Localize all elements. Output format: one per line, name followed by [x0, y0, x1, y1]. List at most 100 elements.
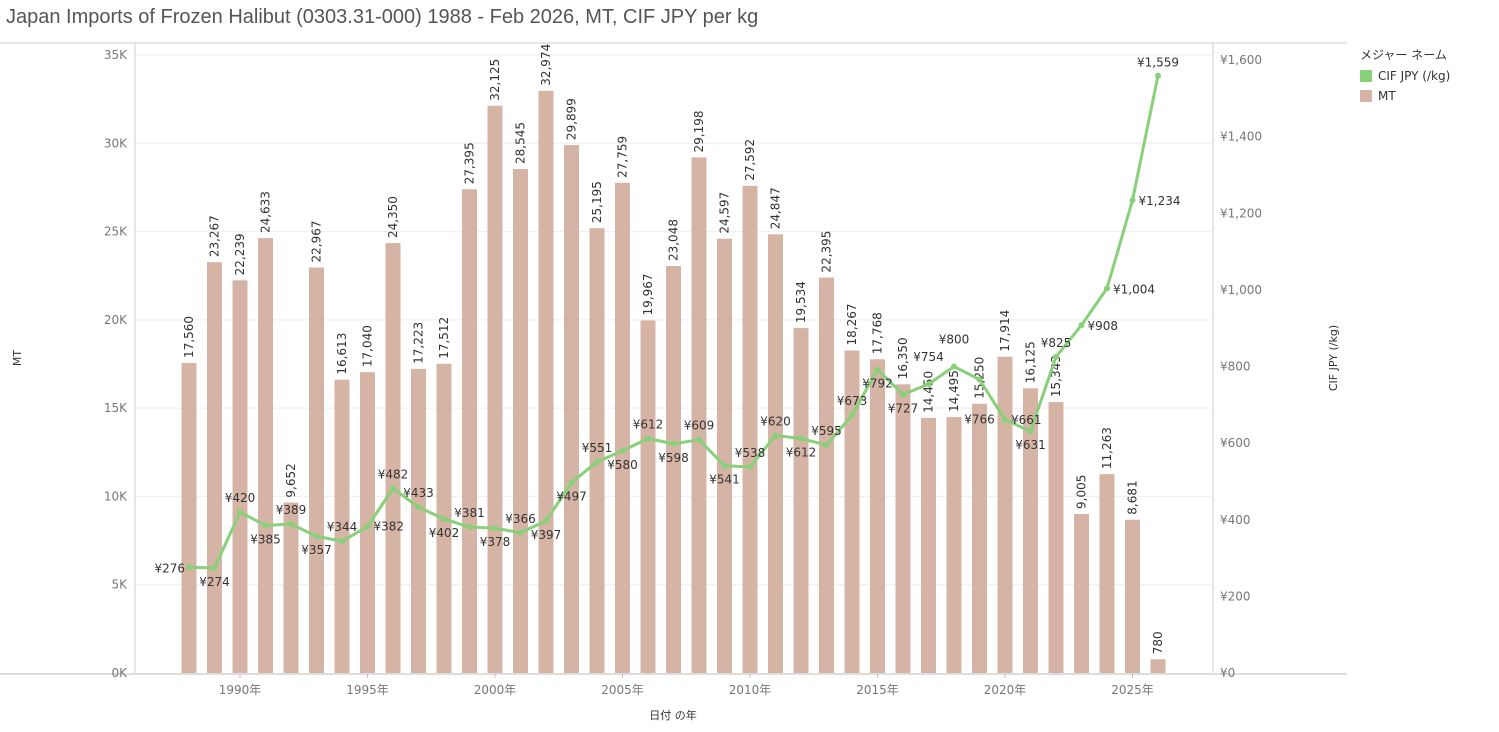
y2-tick-label: ¥800 — [1220, 360, 1251, 374]
line-value-label: ¥661 — [1011, 413, 1042, 427]
line-value-label: ¥609 — [684, 419, 715, 433]
bar-value-label: 27,759 — [616, 136, 630, 178]
line-point — [1155, 72, 1161, 79]
line-point — [339, 538, 345, 545]
line-value-label: ¥825 — [1041, 336, 1072, 350]
y2-tick-label: ¥1,000 — [1220, 283, 1262, 297]
x-tick-label: 1995年 — [346, 683, 389, 697]
line-point — [900, 391, 906, 398]
bar-value-label: 27,592 — [743, 139, 757, 181]
x-axis-title: 日付 の年 — [649, 708, 697, 722]
line-value-label: ¥382 — [374, 520, 405, 534]
line-point — [211, 565, 218, 572]
line-value-label: ¥366 — [505, 512, 536, 526]
line-point — [390, 485, 396, 492]
bar-value-label: 16,350 — [896, 337, 910, 379]
bar — [181, 362, 197, 673]
bar-value-label: 17,512 — [437, 317, 451, 359]
line-point — [645, 435, 651, 442]
line-point — [237, 509, 243, 516]
line-value-label: ¥420 — [225, 491, 256, 505]
bar-value-label: 24,847 — [769, 187, 783, 229]
bar — [1125, 519, 1140, 673]
line-value-label: ¥344 — [327, 520, 358, 534]
line-value-label: ¥727 — [888, 401, 919, 415]
line-point — [492, 525, 498, 532]
line-value-label: ¥276 — [154, 561, 185, 575]
bar-value-label: 22,239 — [233, 233, 247, 275]
line-value-label: ¥1,559 — [1137, 56, 1179, 70]
bar — [487, 105, 503, 673]
line-value-label: ¥551 — [582, 441, 613, 455]
bar-value-label: 780 — [1151, 631, 1165, 654]
line-point — [874, 366, 881, 373]
line-point — [186, 564, 192, 571]
line-value-label: ¥908 — [1088, 319, 1119, 333]
line-point — [1027, 428, 1034, 435]
line-value-label: ¥497 — [556, 490, 587, 504]
line-point — [772, 432, 779, 439]
y-tick-label: 10K — [104, 489, 128, 503]
bar-value-label: 11,263 — [1100, 427, 1114, 469]
line-value-label: ¥620 — [760, 414, 791, 428]
line-point — [976, 376, 983, 383]
line-point — [696, 436, 702, 443]
bar-value-label: 14,495 — [947, 370, 961, 412]
bar — [870, 359, 885, 673]
bar-value-label: 8,681 — [1126, 480, 1140, 514]
legend: メジャー ネーム CIF JPY (/kg) MT — [1360, 46, 1450, 103]
x-tick-label: 2025年 — [1111, 683, 1154, 697]
line-point — [951, 363, 957, 370]
y-tick-label: 35K — [104, 48, 128, 62]
line-value-label: ¥1,004 — [1113, 282, 1155, 296]
legend-label: MT — [1378, 89, 1396, 103]
line-point — [925, 381, 932, 388]
line-value-label: ¥482 — [378, 467, 409, 481]
x-tick-label: 2020年 — [984, 683, 1027, 697]
bar-value-label: 23,048 — [667, 219, 681, 261]
line-value-label: ¥381 — [454, 506, 485, 520]
x-tick-label: 2000年 — [474, 683, 517, 697]
bar — [232, 280, 248, 673]
bar — [742, 185, 758, 673]
bar — [819, 277, 834, 673]
bar — [207, 262, 222, 673]
bar — [691, 157, 707, 673]
bar — [1048, 402, 1064, 673]
y2-tick-label: ¥400 — [1220, 513, 1251, 527]
y2-axis-title: CIF JPY (/kg) — [1327, 325, 1340, 391]
line-point — [1002, 416, 1008, 423]
bar-value-label: 22,395 — [820, 231, 834, 273]
x-tick-label: 2010年 — [729, 683, 772, 697]
line-value-label: ¥433 — [403, 486, 434, 500]
line-value-label: ¥402 — [429, 526, 460, 540]
line-point — [849, 412, 855, 419]
bar — [997, 356, 1013, 673]
legend-label: CIF JPY (/kg) — [1378, 69, 1451, 83]
bar-value-label: 23,267 — [208, 215, 222, 257]
bar — [844, 350, 860, 673]
bar-value-label: 17,768 — [871, 312, 885, 354]
line-point — [798, 435, 804, 442]
x-tick-label: 2015年 — [856, 683, 899, 697]
legend-swatch-line — [1360, 70, 1372, 82]
legend-swatch-bar — [1360, 90, 1372, 102]
line-point — [364, 523, 371, 530]
bar — [666, 266, 681, 673]
y-tick-label: 20K — [104, 313, 128, 327]
legend-item-mt[interactable]: MT — [1360, 89, 1450, 103]
line-point — [313, 533, 320, 540]
legend-title: メジャー ネーム — [1360, 48, 1447, 62]
bar-value-label: 17,040 — [361, 325, 375, 367]
bar — [564, 145, 579, 673]
y2-tick-label: ¥1,400 — [1220, 130, 1262, 144]
bar-value-label: 9,652 — [284, 463, 298, 497]
bar-value-label: 28,545 — [514, 122, 528, 164]
line-value-label: ¥397 — [531, 528, 562, 542]
legend-item-cif[interactable]: CIF JPY (/kg) — [1360, 69, 1450, 83]
bar — [946, 417, 962, 673]
y-tick-label: 5K — [111, 578, 128, 592]
bar-value-label: 24,597 — [718, 192, 732, 234]
bar — [921, 417, 936, 673]
